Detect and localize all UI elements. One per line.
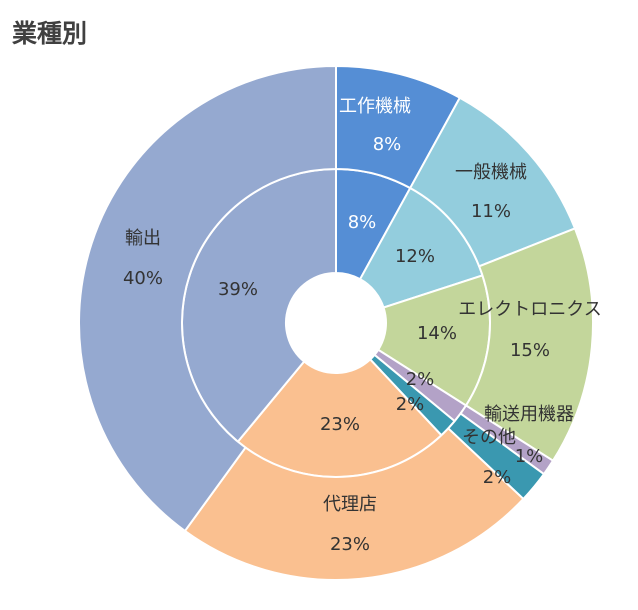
outer-label-agency-name: 代理店 xyxy=(323,494,377,515)
inner-label-export-value: 39% xyxy=(218,279,258,300)
outer-slice-agency xyxy=(183,427,525,581)
outer-label-transport-equipment-name: 輸送用機器 xyxy=(484,404,574,425)
outer-slice-export xyxy=(78,64,337,533)
page-title: 業種別 xyxy=(12,19,88,48)
outer-label-electronics-value: 15% xyxy=(510,340,550,361)
outer-label-transport-equipment-value: 1% xyxy=(515,446,544,467)
outer-label-other-value: 2% xyxy=(483,467,512,488)
outer-label-general-machinery-name: 一般機械 xyxy=(455,162,527,183)
outer-label-electronics-name: エレクトロニクス xyxy=(458,299,601,320)
outer-label-general-machinery-value: 11% xyxy=(471,201,511,222)
outer-label-agency-value: 23% xyxy=(330,534,370,555)
inner-label-agency-value: 23% xyxy=(320,414,360,435)
inner-label-other-value: 2% xyxy=(396,394,425,415)
outer-label-other-name: その他 xyxy=(462,427,516,448)
outer-label-machine-tools-name: 工作機械 xyxy=(339,96,411,117)
inner-label-transport-equipment-value: 2% xyxy=(406,369,435,390)
outer-label-export-name: 輸出 xyxy=(125,228,161,249)
inner-label-general-machinery-value: 12% xyxy=(395,246,435,267)
inner-label-machine-tools-value: 8% xyxy=(348,212,377,233)
inner-label-electronics-value: 14% xyxy=(417,323,457,344)
outer-label-machine-tools-value: 8% xyxy=(373,134,402,155)
outer-label-export-value: 40% xyxy=(123,268,163,289)
